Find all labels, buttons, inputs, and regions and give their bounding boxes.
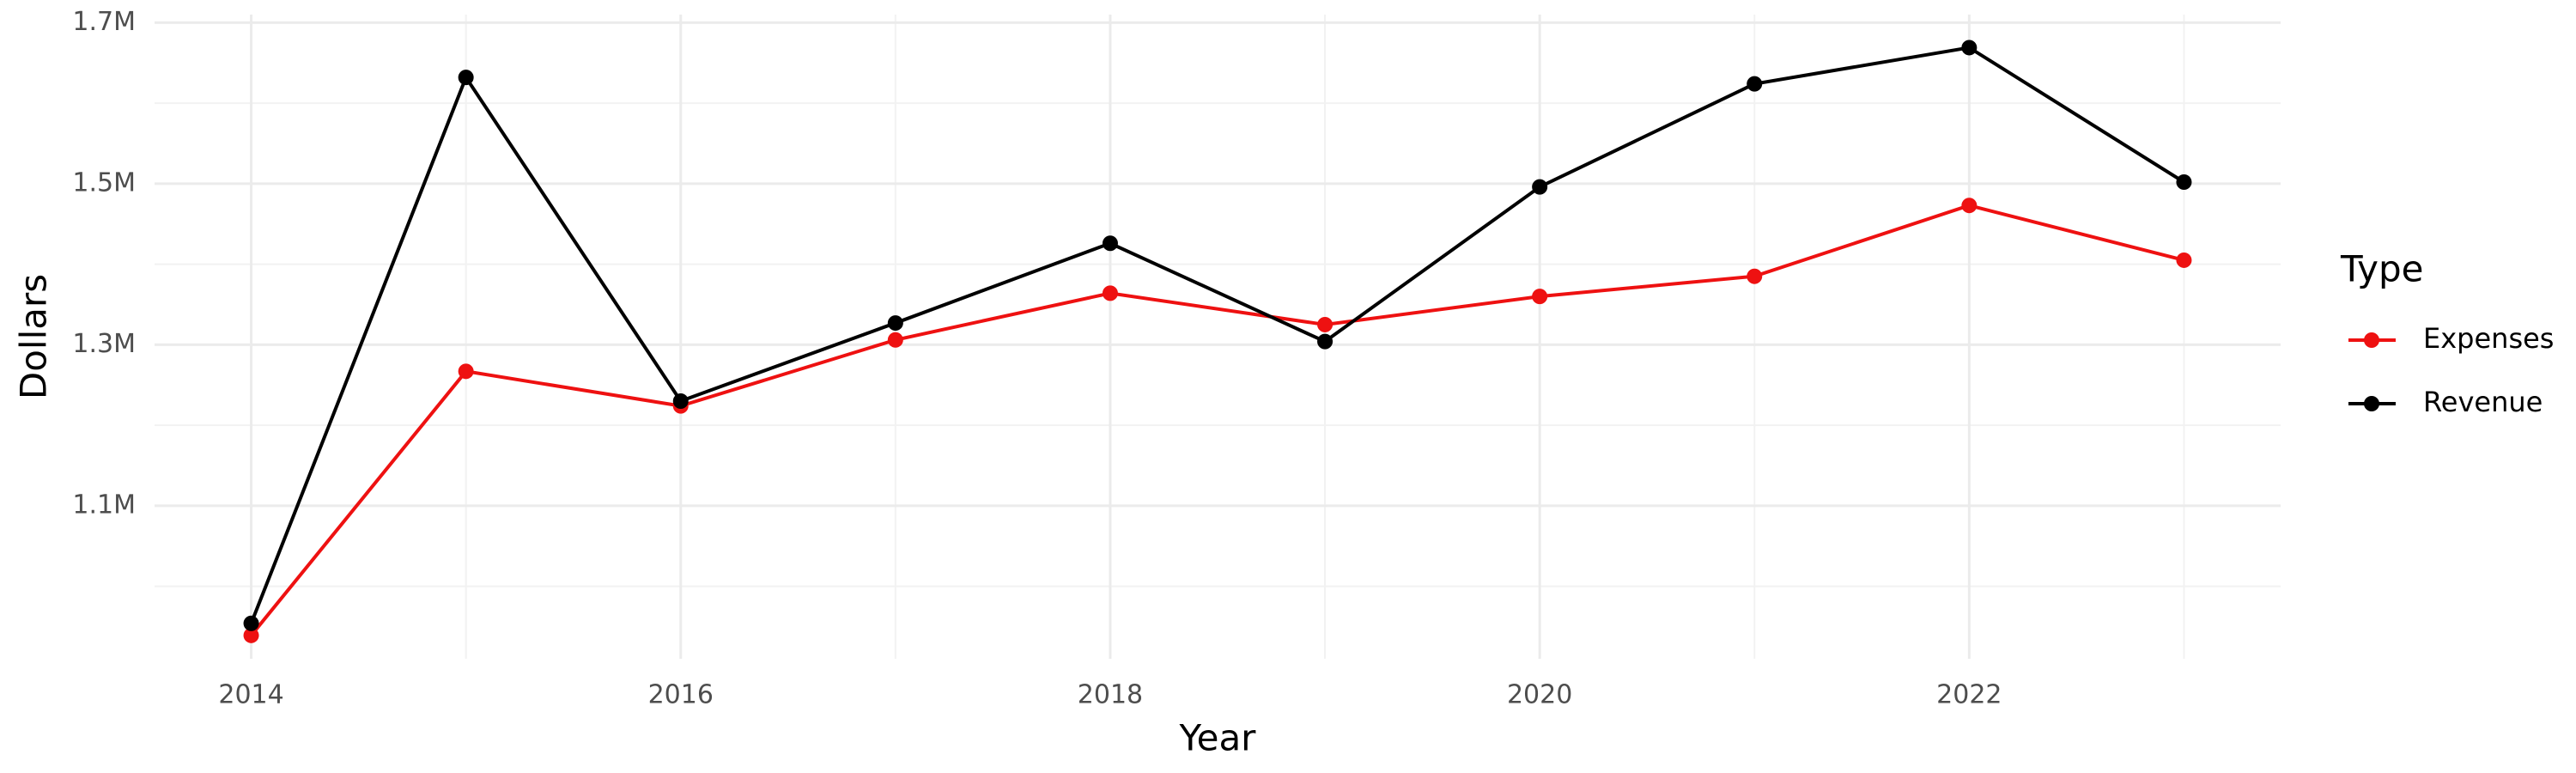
data-point (1532, 179, 1548, 195)
x-tick-label: 2020 (1507, 680, 1572, 710)
y-tick-label: 1.1M (72, 490, 136, 520)
legend-key-point (2364, 332, 2379, 348)
data-point (1747, 76, 1763, 92)
legend-label: Revenue (2423, 386, 2543, 418)
data-point (1532, 289, 1548, 305)
data-point (1102, 285, 1118, 301)
legend-label: Expenses (2423, 322, 2554, 355)
data-point (243, 627, 259, 643)
data-point (887, 315, 903, 332)
data-point (243, 615, 259, 631)
y-tick-label: 1.3M (72, 329, 136, 359)
x-tick-label: 2014 (218, 680, 283, 710)
legend-title: Type (2340, 248, 2423, 290)
data-point (887, 332, 903, 348)
data-point (458, 363, 474, 380)
data-point (2176, 174, 2192, 190)
data-point (2176, 252, 2192, 268)
data-point (1961, 198, 1978, 214)
data-point (458, 70, 474, 86)
series-line (249, 46, 2185, 624)
data-point (672, 393, 689, 409)
data-point (1317, 333, 1334, 350)
data-point (1747, 268, 1763, 284)
x-axis-title: Year (1179, 717, 1257, 759)
y-axis-title: Dollars (13, 274, 55, 399)
series-line (249, 204, 2184, 637)
y-tick-label: 1.7M (72, 7, 136, 37)
data-point (1317, 316, 1334, 332)
x-tick-label: 2022 (1936, 680, 2002, 710)
y-tick-label: 1.5M (72, 167, 136, 198)
data-point (1961, 40, 1978, 56)
x-tick-label: 2018 (1078, 680, 1143, 710)
data-point (1102, 235, 1118, 252)
legend-key-point (2364, 396, 2379, 411)
x-tick-label: 2016 (648, 680, 714, 710)
